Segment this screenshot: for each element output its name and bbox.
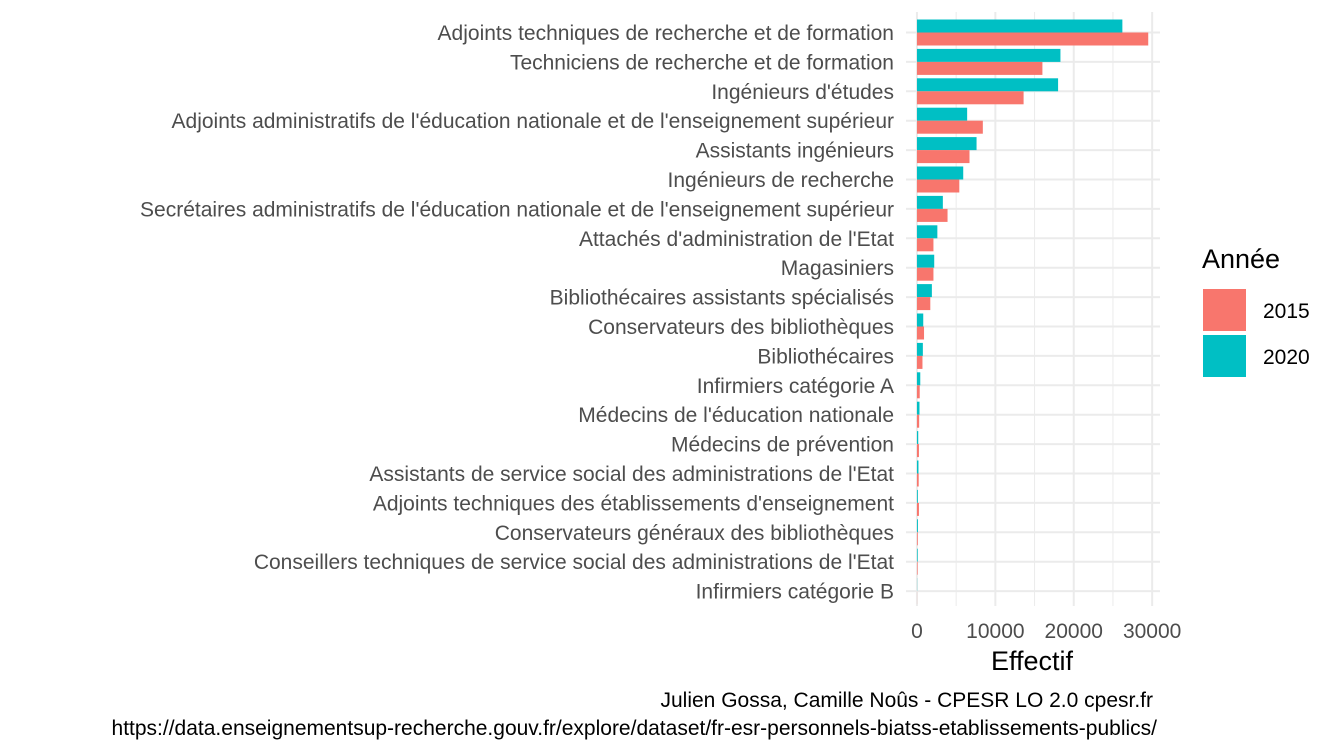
category-label: Magasiniers: [781, 257, 894, 280]
bar-2015: [916, 61, 1043, 75]
bar-2015: [916, 150, 970, 164]
bar-2015: [916, 179, 960, 193]
category-label: Infirmiers catégorie B: [696, 581, 894, 604]
category-label: Assistants ingénieurs: [696, 140, 894, 163]
x-tick-label: 20000: [1045, 620, 1103, 643]
bar-2015: [916, 238, 934, 252]
bar-2015: [916, 414, 920, 428]
category-label: Infirmiers catégorie A: [697, 375, 894, 398]
category-label: Conseillers techniques de service social…: [254, 551, 894, 574]
bar-2020: [916, 372, 921, 386]
bar-2020: [916, 489, 918, 503]
bar-2015: [916, 502, 919, 516]
category-label: Secrétaires administratifs de l'éducatio…: [140, 198, 894, 221]
legend: Année 2015 2020: [1202, 244, 1310, 377]
bar-2015: [916, 473, 919, 487]
category-label: Assistants de service social des adminis…: [369, 463, 894, 486]
bar-2020: [916, 48, 1061, 62]
bar-2020: [916, 195, 943, 209]
bar-2020: [916, 254, 935, 268]
caption-source-url: https://data.enseignementsup-recherche.g…: [112, 717, 1158, 740]
bar-2015: [916, 561, 918, 575]
x-tick-label: 10000: [966, 620, 1024, 643]
bar-2020: [916, 284, 932, 298]
bar-2015: [916, 91, 1024, 105]
legend-label: 2015: [1263, 300, 1310, 323]
bar-2020: [916, 107, 968, 121]
bar-2020: [916, 137, 977, 151]
category-label: Conservateurs des bibliothèques: [588, 316, 894, 339]
legend-title: Année: [1202, 244, 1280, 274]
category-label: Ingénieurs d'études: [711, 81, 894, 104]
bar-2020: [916, 313, 924, 327]
category-label: Adjoints administratifs de l'éducation n…: [172, 110, 894, 133]
bar-2015: [916, 532, 918, 546]
bar-2015: [916, 326, 925, 340]
category-label: Conservateurs généraux des bibliothèques: [495, 522, 894, 545]
bar-2015: [916, 355, 923, 369]
category-label: Adjoints techniques des établissements d…: [373, 492, 894, 515]
x-axis-title: Effectif: [991, 646, 1074, 676]
category-label: Médecins de prévention: [671, 434, 894, 457]
bar-2020: [916, 401, 920, 415]
bar-2020: [916, 548, 918, 562]
bar-2015: [916, 120, 983, 134]
legend-swatch: [1203, 289, 1246, 331]
x-axis-ticks: 0 10000 20000 30000: [911, 620, 1181, 643]
category-label: Bibliothécaires assistants spécialisés: [550, 287, 894, 310]
category-label: Attachés d'administration de l'Etat: [579, 228, 894, 251]
bar-2020: [916, 519, 918, 533]
bar-2020: [916, 460, 919, 474]
caption-credit: Julien Gossa, Camille Noûs - CPESR LO 2.…: [660, 689, 1153, 712]
legend-label: 2020: [1263, 346, 1310, 369]
bar-2020: [916, 225, 938, 239]
category-label: Techniciens de recherche et de formation: [510, 51, 894, 74]
bar-2015: [916, 267, 934, 281]
bar-2020: [916, 166, 964, 180]
category-labels: Adjoints techniques de recherche et de f…: [140, 22, 894, 604]
bar-2015: [916, 297, 931, 311]
bar-2020: [916, 78, 1059, 92]
bar-2015: [916, 32, 1149, 46]
bar-2015: [916, 208, 948, 222]
category-label: Ingénieurs de recherche: [668, 169, 894, 192]
bar-2020: [916, 431, 919, 445]
bar-2015: [916, 385, 920, 399]
category-label: Médecins de l'éducation nationale: [578, 404, 894, 427]
legend-swatch: [1203, 335, 1246, 377]
category-label: Bibliothécaires: [757, 345, 894, 368]
x-tick-label: 30000: [1123, 620, 1181, 643]
bar-2020: [916, 19, 1123, 33]
bar-2020: [916, 342, 923, 356]
caption: Julien Gossa, Camille Noûs - CPESR LO 2.…: [112, 689, 1158, 740]
bar-2015: [916, 444, 919, 458]
x-tick-label: 0: [911, 620, 923, 643]
category-label: Adjoints techniques de recherche et de f…: [438, 22, 894, 45]
bars: [916, 19, 1149, 605]
